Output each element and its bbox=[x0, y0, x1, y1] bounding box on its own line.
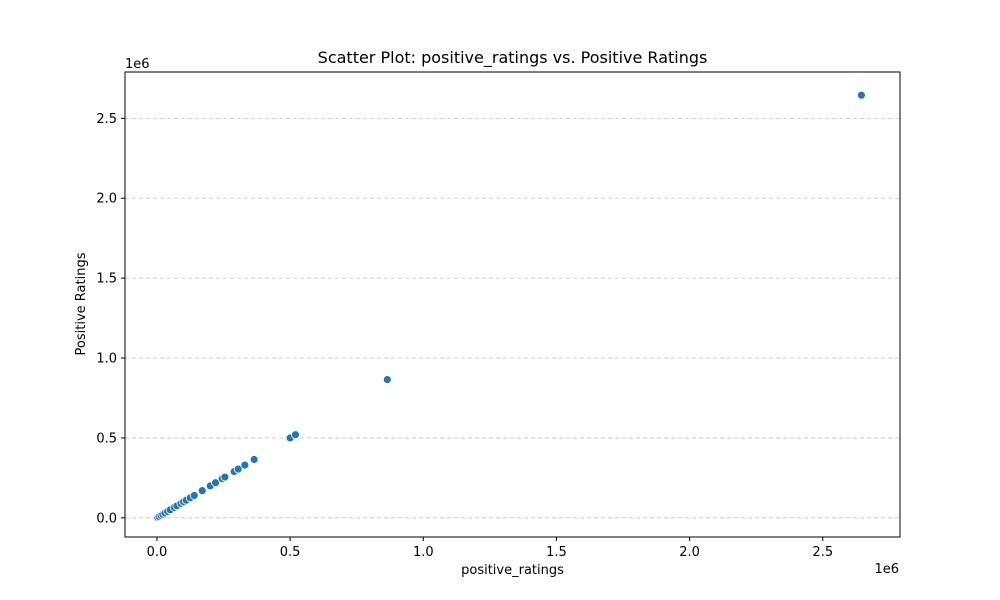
x-tick-label: 0.0 bbox=[147, 545, 168, 560]
x-axis-label: positive_ratings bbox=[461, 563, 564, 578]
y-tick-label: 2.0 bbox=[96, 192, 117, 207]
x-tick-label: 1.5 bbox=[546, 545, 567, 560]
y-tick-label: 0.0 bbox=[96, 511, 117, 526]
x-tick-label: 2.5 bbox=[812, 545, 833, 560]
x-tick-label: 1.0 bbox=[413, 545, 434, 560]
y-axis-label: Positive Ratings bbox=[74, 252, 89, 355]
data-point bbox=[382, 375, 392, 385]
y-axis-scale-label: 1e6 bbox=[125, 57, 150, 72]
data-point bbox=[249, 455, 259, 464]
plot-area-frame bbox=[124, 71, 901, 538]
data-point bbox=[211, 478, 220, 488]
data-point bbox=[291, 430, 300, 440]
y-tick-label: 2.5 bbox=[96, 112, 117, 127]
axis-ticks: 0.0 0.5 1.0 1.5 2.0 2.5 0.0 0.5 1.0 1.5 2.0 2.5 bbox=[96, 112, 833, 560]
y-tick-label: 1.0 bbox=[96, 352, 117, 367]
data-point bbox=[856, 90, 866, 100]
data-points bbox=[152, 90, 866, 523]
y-tick-label: 0.5 bbox=[96, 431, 117, 446]
x-tick-label: 0.5 bbox=[280, 545, 301, 560]
y-tick-label: 1.5 bbox=[96, 272, 117, 287]
grid-lines bbox=[125, 117, 900, 519]
x-tick-label: 2.0 bbox=[679, 545, 700, 560]
data-point bbox=[220, 472, 230, 482]
data-point bbox=[240, 460, 250, 470]
x-axis-scale-label: 1e6 bbox=[874, 562, 899, 577]
data-point bbox=[189, 491, 199, 500]
data-point bbox=[233, 464, 243, 474]
data-point bbox=[197, 486, 207, 496]
chart-title: Scatter Plot: positive_ratings vs. Posit… bbox=[318, 48, 708, 68]
